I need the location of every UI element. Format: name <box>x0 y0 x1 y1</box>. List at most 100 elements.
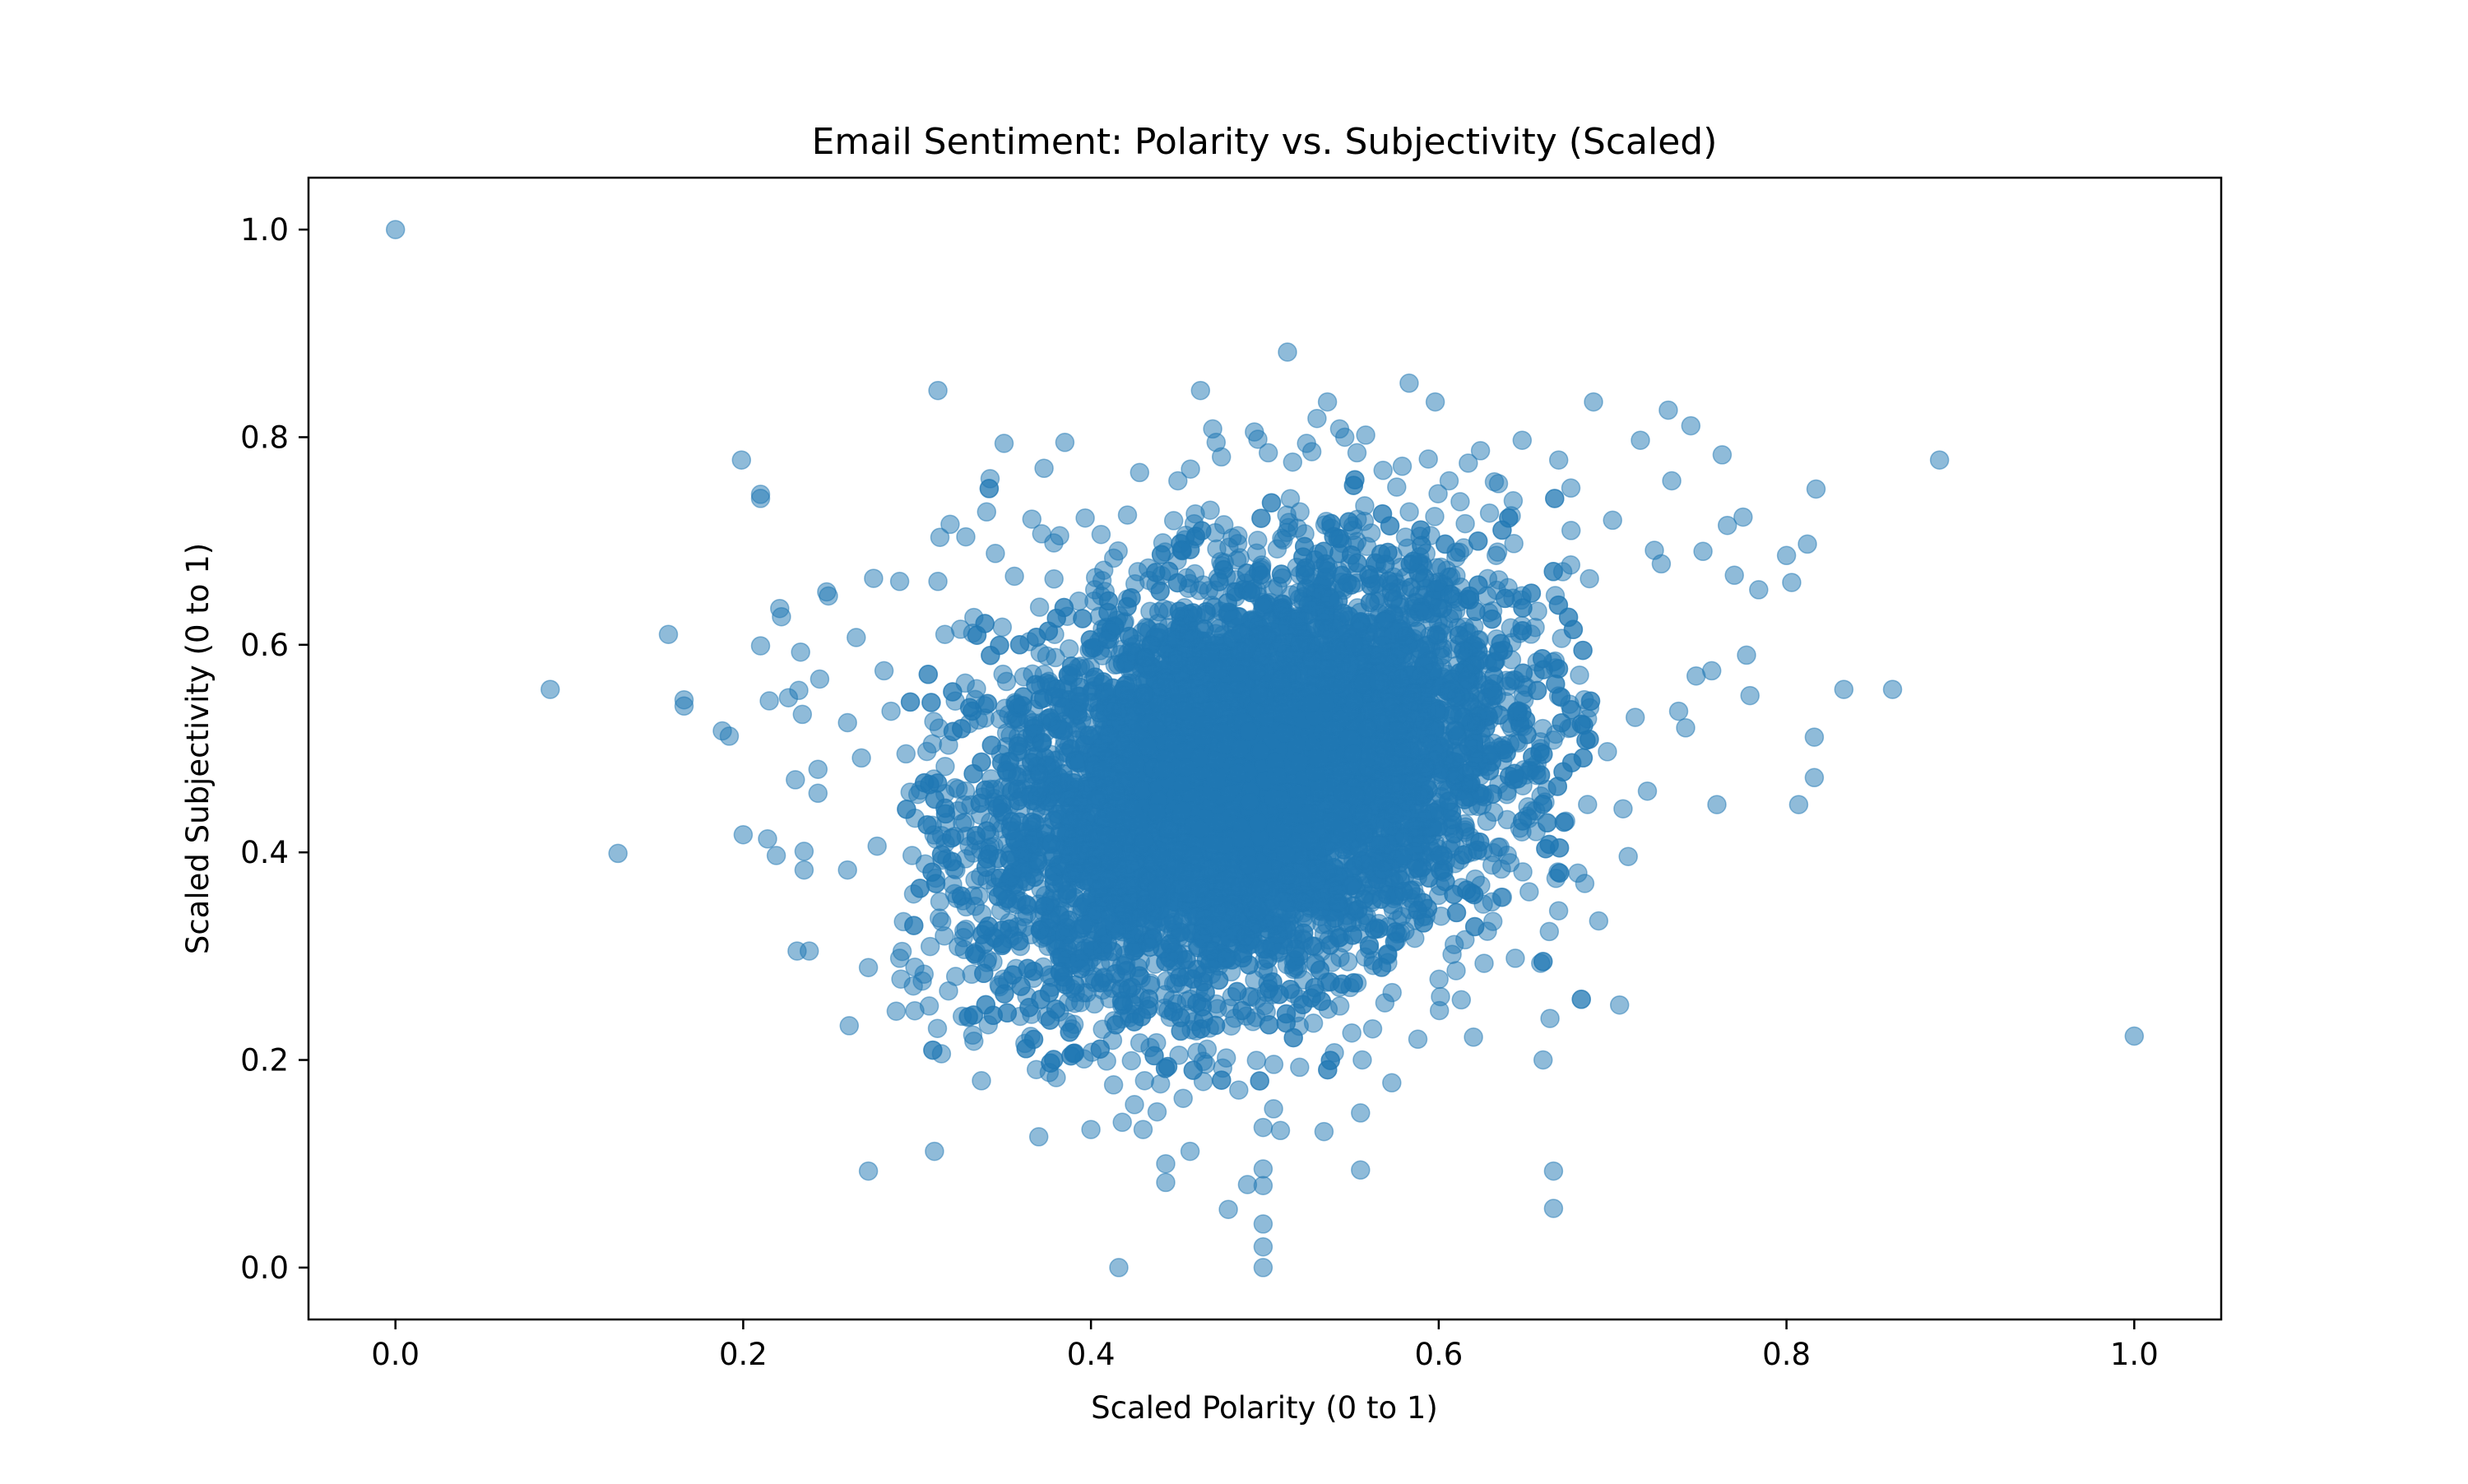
data-point <box>1351 1160 1371 1180</box>
data-point <box>1307 408 1327 429</box>
data-point <box>1125 1095 1144 1115</box>
data-point <box>1373 461 1393 480</box>
data-point <box>674 696 694 716</box>
data-point <box>1533 1050 1553 1070</box>
cluster-point <box>896 744 916 764</box>
data-point <box>839 1016 860 1036</box>
data-point <box>1834 679 1854 699</box>
data-point <box>1625 707 1645 727</box>
cluster-point <box>1513 862 1533 882</box>
data-point <box>1314 1121 1334 1142</box>
data-point <box>1278 342 1297 362</box>
data-point <box>977 502 997 522</box>
data-point <box>1446 961 1466 981</box>
data-point <box>1418 449 1438 469</box>
data-point <box>791 642 810 662</box>
data-point <box>1301 442 1322 461</box>
data-point <box>1609 995 1630 1015</box>
data-point <box>1022 509 1042 529</box>
data-point <box>1253 1117 1273 1138</box>
data-point <box>719 726 740 746</box>
data-point <box>1258 443 1278 463</box>
data-point <box>1156 1153 1176 1174</box>
data-point <box>1598 742 1617 762</box>
data-point <box>1707 795 1727 814</box>
data-point <box>1701 661 1722 681</box>
data-point <box>1782 573 1802 592</box>
cluster-point <box>1455 513 1475 534</box>
data-point <box>733 824 754 845</box>
data-point <box>851 748 871 768</box>
data-point <box>1693 541 1713 562</box>
data-point <box>1439 471 1459 491</box>
data-point <box>766 846 786 865</box>
data-point <box>1662 471 1682 491</box>
cluster-point <box>1580 568 1599 589</box>
data-point <box>759 691 779 711</box>
data-point <box>1618 846 1638 866</box>
cluster-point <box>1479 503 1500 523</box>
data-point <box>1173 1088 1193 1108</box>
cluster-point <box>1474 953 1494 973</box>
data-point <box>1543 1199 1564 1218</box>
data-point <box>1399 373 1419 393</box>
data-point <box>1584 392 1603 412</box>
data-point <box>1575 874 1595 893</box>
data-point <box>1408 1029 1428 1050</box>
data-point <box>1425 392 1445 412</box>
cluster-point <box>1075 508 1095 528</box>
data-point <box>819 586 838 606</box>
data-point <box>2124 1026 2145 1046</box>
data-point <box>1804 768 1825 788</box>
data-point <box>1270 1120 1291 1141</box>
data-point <box>1352 1050 1372 1070</box>
data-point <box>1749 580 1769 600</box>
data-point <box>794 860 814 880</box>
data-point <box>1317 392 1338 412</box>
data-point <box>881 701 901 721</box>
data-point <box>1117 505 1138 525</box>
data-point <box>1109 1258 1129 1278</box>
cluster-point <box>1450 542 1470 563</box>
data-point <box>750 636 771 656</box>
data-point <box>1229 1080 1249 1100</box>
data-point <box>1156 1172 1176 1193</box>
data-point <box>858 958 879 977</box>
data-point <box>772 606 791 627</box>
cluster-point <box>1450 492 1470 512</box>
data-point <box>1382 1073 1402 1093</box>
data-point <box>1356 425 1375 445</box>
data-point <box>1342 1023 1362 1043</box>
cluster-point <box>964 1031 984 1051</box>
cluster-point <box>902 846 922 865</box>
data-point <box>1712 445 1733 465</box>
data-point <box>1190 380 1211 401</box>
cluster-point <box>1482 911 1503 931</box>
data-point <box>1347 443 1367 463</box>
data-point <box>837 860 857 880</box>
cluster-point <box>1504 534 1524 554</box>
data-point <box>1464 1027 1483 1047</box>
data-point <box>1505 948 1525 968</box>
cluster-point <box>892 941 912 962</box>
data-point <box>1470 441 1491 461</box>
cluster-point <box>920 936 940 957</box>
dense-cluster-layer <box>891 459 1601 1092</box>
data-point <box>608 843 628 864</box>
data-point <box>794 842 814 861</box>
data-point <box>1929 450 1950 470</box>
data-point <box>808 759 828 779</box>
data-point <box>1081 1120 1101 1139</box>
data-point <box>658 624 679 644</box>
data-point <box>1133 1120 1153 1139</box>
data-point <box>1543 1161 1564 1181</box>
data-point <box>1561 478 1581 499</box>
data-point <box>1613 799 1633 819</box>
data-point <box>1253 1214 1273 1234</box>
cluster-point <box>1091 524 1111 545</box>
data-point <box>1651 554 1672 574</box>
data-point <box>1603 510 1622 531</box>
cluster-point <box>905 957 925 977</box>
data-point <box>864 568 884 588</box>
data-point <box>1055 433 1075 452</box>
